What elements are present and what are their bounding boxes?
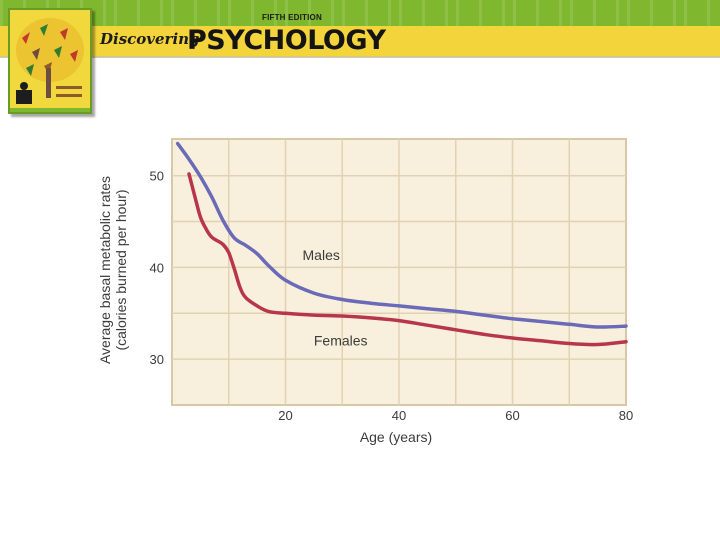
- header-texture-stripe: [616, 0, 619, 26]
- y-axis-label-line-2: (calories burned per hour): [113, 189, 129, 350]
- annotations: Males Females: [303, 247, 368, 348]
- grid: [172, 139, 626, 405]
- header-texture-stripe: [160, 0, 163, 26]
- series-label-females: Females: [314, 332, 368, 348]
- header-texture-stripe: [285, 0, 288, 26]
- header-texture-stripe: [217, 0, 220, 26]
- y-tick-label: 30: [150, 352, 164, 367]
- header-texture-stripe: [194, 0, 197, 26]
- header-texture-stripe: [422, 0, 425, 26]
- tick-labels: 20 40 60 80 30 40 50: [150, 169, 634, 423]
- header-texture-stripe: [228, 0, 231, 26]
- header-band: FIFTH EDITION Discovering PSYCHOLOGY: [0, 0, 720, 58]
- y-axis-label-line-1: Average basal metabolic rates: [97, 176, 113, 364]
- header-texture-stripe: [559, 0, 562, 26]
- book-cover-image: [8, 8, 92, 114]
- header-texture-stripe: [502, 0, 505, 26]
- header-texture-stripe: [399, 0, 402, 26]
- header-texture-stripe: [513, 0, 516, 26]
- header-texture-stripe: [114, 0, 117, 26]
- series-line-females: [187, 172, 628, 347]
- brand-prefix: Discovering: [100, 30, 200, 48]
- header-texture-stripe: [331, 0, 334, 26]
- edition-label: FIFTH EDITION: [262, 13, 322, 22]
- header-texture-stripe: [308, 0, 311, 26]
- header-texture-stripe: [479, 0, 482, 26]
- header-texture-stripe: [673, 0, 676, 26]
- header-texture-stripe: [274, 0, 277, 26]
- header-texture-stripe: [388, 0, 391, 26]
- header-texture-stripe: [570, 0, 573, 26]
- x-tick-label: 40: [392, 408, 406, 423]
- x-tick-label: 80: [619, 408, 633, 423]
- header-texture-stripe: [684, 0, 687, 26]
- header-texture-stripe: [103, 0, 106, 26]
- header-texture-stripe: [365, 0, 368, 26]
- header-texture-stripe: [707, 0, 710, 26]
- x-tick-label: 60: [505, 408, 519, 423]
- header-texture-stripe: [456, 0, 459, 26]
- header-texture-stripe: [251, 0, 254, 26]
- header-texture-stripe: [627, 0, 630, 26]
- y-tick-label: 40: [150, 260, 164, 275]
- header-texture-stripe: [171, 0, 174, 26]
- header-texture-stripe: [536, 0, 539, 26]
- header-texture-stripe: [593, 0, 596, 26]
- header-texture-stripe: [0, 0, 3, 26]
- series-layer: [175, 141, 628, 347]
- y-tick-label: 50: [150, 169, 164, 184]
- series-label-males: Males: [303, 247, 340, 263]
- header-texture-stripe: [445, 0, 448, 26]
- y-axis-label-group: Average basal metabolic rates (calories …: [97, 176, 129, 364]
- header-texture-stripe: [137, 0, 140, 26]
- header-texture-stripe: [342, 0, 345, 26]
- book-cover-art: [10, 10, 90, 112]
- x-axis-label: Age (years): [360, 429, 432, 445]
- series-line-males: [175, 141, 628, 329]
- brand-title: PSYCHOLOGY: [187, 25, 386, 56]
- x-tick-label: 20: [278, 408, 292, 423]
- header-texture-stripe: [650, 0, 653, 26]
